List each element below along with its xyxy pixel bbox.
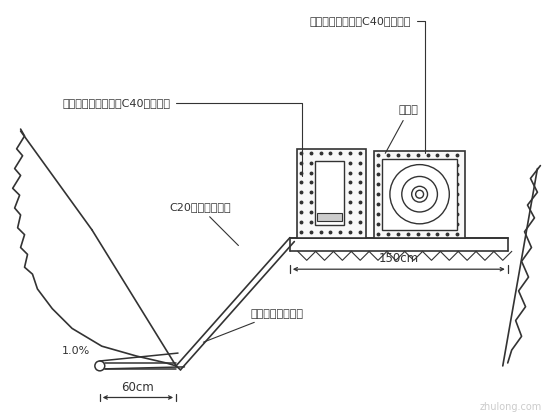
Bar xyxy=(315,161,344,225)
Text: 水管式沉降仪测头及C40砖保护崩: 水管式沉降仪测头及C40砖保护崩 xyxy=(62,98,302,176)
Text: 150cm: 150cm xyxy=(379,252,419,265)
Bar xyxy=(374,151,465,238)
Text: 1.0%: 1.0% xyxy=(62,346,90,356)
Text: 60cm: 60cm xyxy=(122,381,155,394)
Bar xyxy=(316,213,342,221)
Text: C20混凝土预制板: C20混凝土预制板 xyxy=(169,202,239,246)
Text: 水管式沉降仪管线: 水管式沉降仪管线 xyxy=(203,309,304,342)
Bar xyxy=(382,159,457,230)
Text: 锤筋网: 锤筋网 xyxy=(385,105,419,153)
Bar xyxy=(297,149,366,238)
Text: zhulong.com: zhulong.com xyxy=(480,402,543,412)
Text: 锤丝位移计测头及C40砖保护崩: 锤丝位移计测头及C40砖保护崩 xyxy=(310,16,424,153)
